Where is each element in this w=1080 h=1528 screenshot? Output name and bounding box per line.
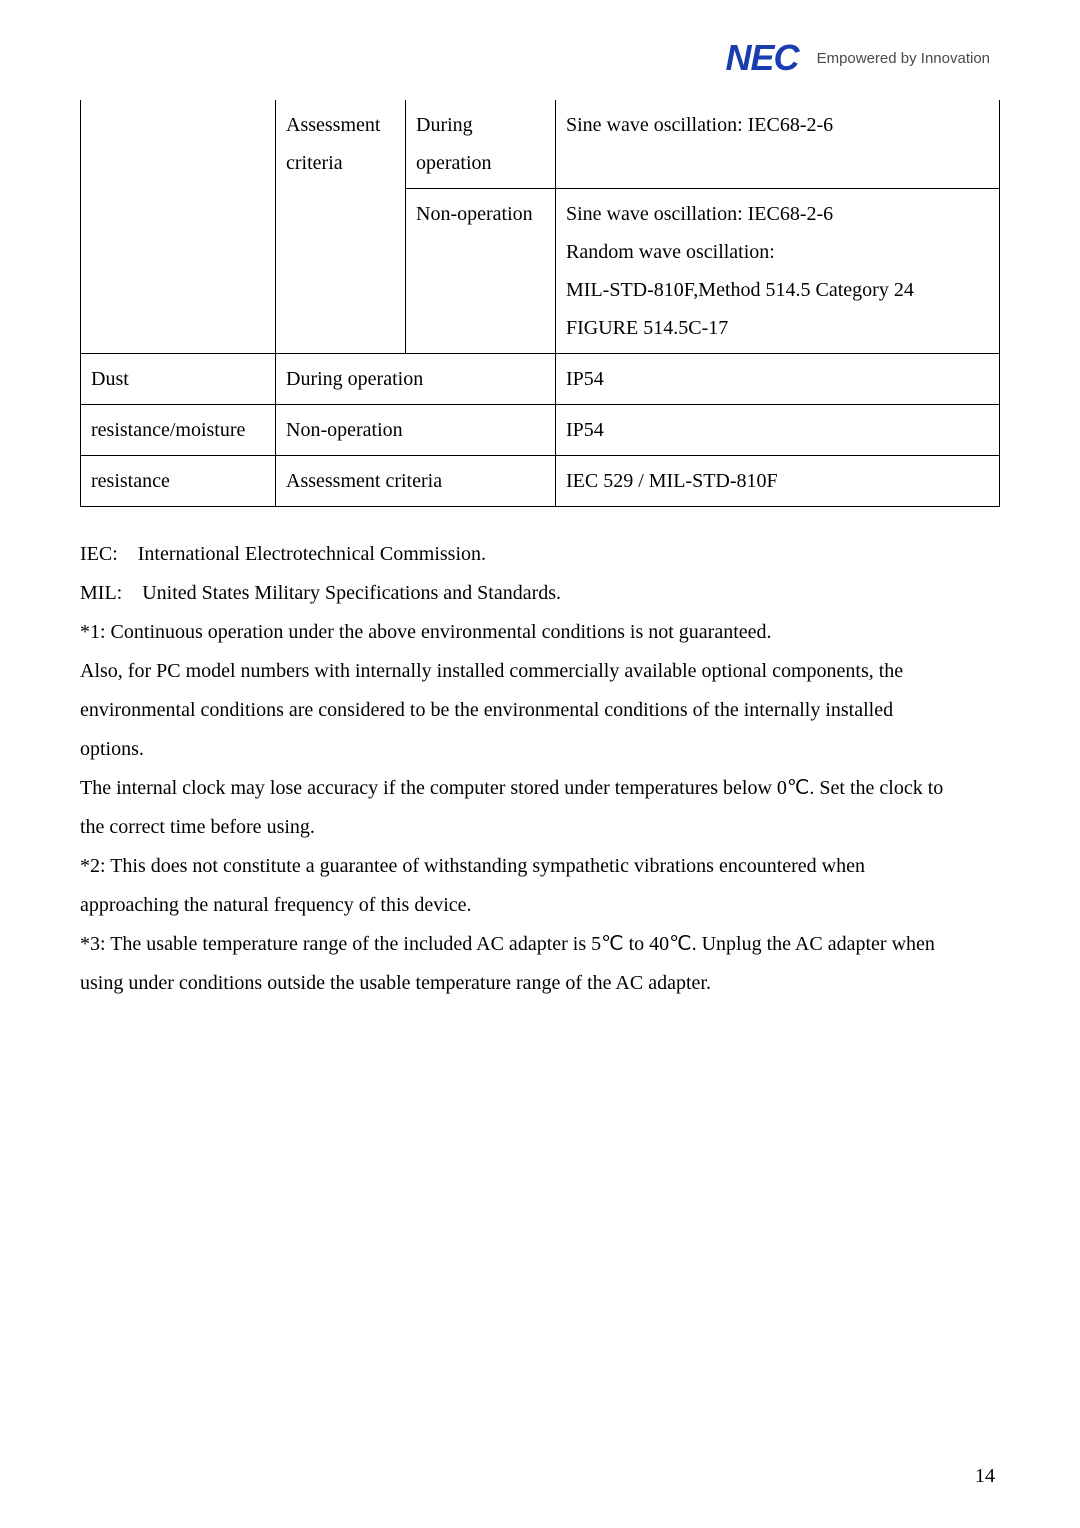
text: Random wave oscillation: [566,241,775,263]
para: The internal clock may lose accuracy if … [80,769,1000,808]
text: FIGURE 514.5C-17 [566,317,728,339]
text: IP54 [566,419,604,441]
text: Sine wave oscillation: IEC68-2-6 [566,203,833,225]
para: environmental conditions are considered … [80,691,1000,730]
para: options. [80,730,1000,769]
text: IP54 [566,368,604,390]
cell-resistance-moisture: resistance/moisture [81,405,276,456]
para: MIL: United States Military Specificatio… [80,574,1000,613]
text: Assessment [286,114,380,136]
text: resistance [91,470,170,492]
para: *2: This does not constitute a guarantee… [80,847,1000,886]
text: MIL-STD-810F,Method 514.5 Category 24 [566,279,914,301]
cell-during-op-2: During operation [276,354,556,405]
para: the correct time before using. [80,808,1000,847]
text: During operation [286,368,423,390]
cell-blank-left [81,100,276,354]
cell-during-operation: During operation [406,100,556,189]
cell-assess-crit-2: Assessment criteria [276,456,556,507]
cell-ip54-2: IP54 [556,405,1000,456]
para: using under conditions outside the usabl… [80,964,1000,1003]
cell-dust: Dust [81,354,276,405]
tagline: Empowered by Innovation [817,50,990,67]
cell-assessment-criteria: Assessment criteria [276,100,406,354]
para: *1: Continuous operation under the above… [80,613,1000,652]
cell-non-operation: Non-operation [406,189,556,354]
para: approaching the natural frequency of thi… [80,886,1000,925]
page-number: 14 [975,1465,995,1488]
text: Dust [91,368,129,390]
logo-text: NEC [726,40,799,76]
cell-sine-wave-1: Sine wave oscillation: IEC68-2-6 [556,100,1000,189]
text: Sine wave oscillation: IEC68-2-6 [566,114,833,136]
cell-iec529: IEC 529 / MIL-STD-810F [556,456,1000,507]
text: Non-operation [286,419,403,441]
page-header: NEC Empowered by Innovation [80,40,1000,76]
spec-table: Assessment criteria During operation Sin… [80,100,1000,507]
nec-logo: NEC [726,40,799,76]
cell-ip54-1: IP54 [556,354,1000,405]
text: IEC 529 / MIL-STD-810F [566,470,778,492]
para: Also, for PC model numbers with internal… [80,652,1000,691]
para: *3: The usable temperature range of the … [80,925,1000,964]
cell-resistance: resistance [81,456,276,507]
text: criteria [286,152,343,174]
text: During [416,114,473,136]
cell-non-op-2: Non-operation [276,405,556,456]
text: resistance/moisture [91,419,245,441]
body-text: IEC: International Electrotechnical Comm… [80,535,1000,1003]
text: Assessment criteria [286,470,442,492]
text: operation [416,152,492,174]
para: IEC: International Electrotechnical Comm… [80,535,1000,574]
text: Non-operation [416,203,533,225]
cell-oscillation-details: Sine wave oscillation: IEC68-2-6 Random … [556,189,1000,354]
